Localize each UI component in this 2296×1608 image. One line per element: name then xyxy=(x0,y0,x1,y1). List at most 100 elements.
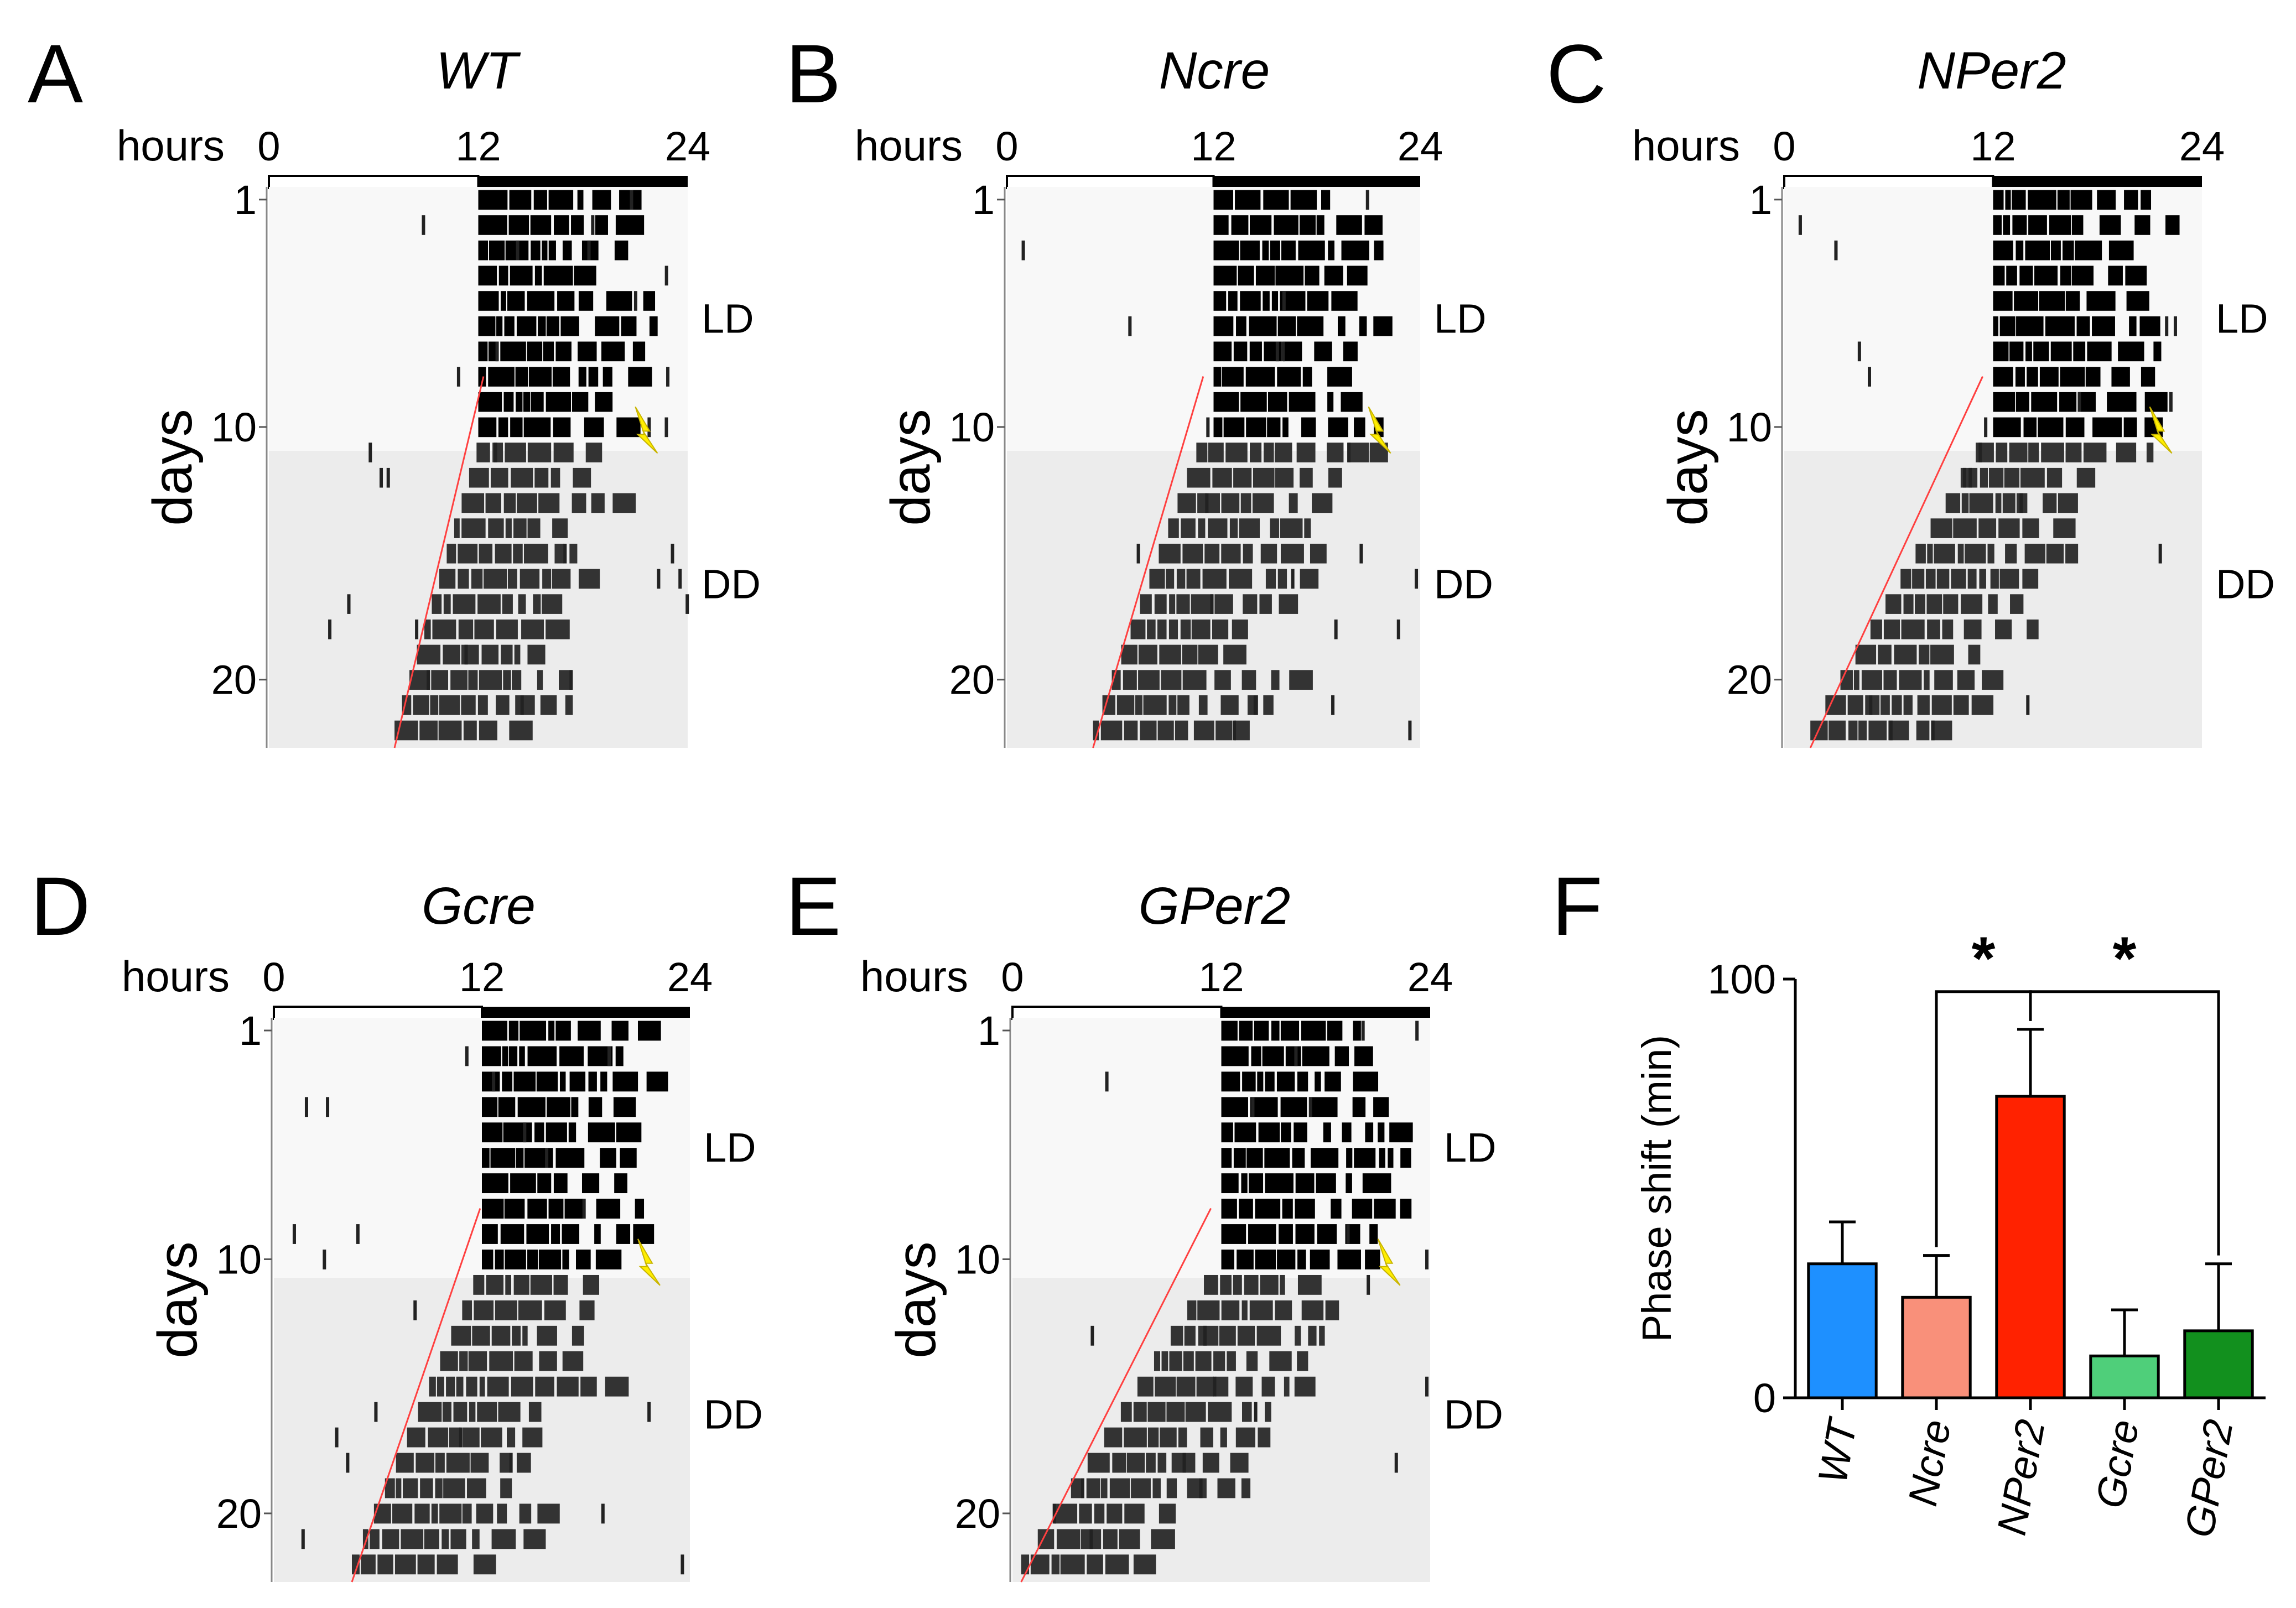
day-tick-label: 10 xyxy=(955,1236,1000,1282)
hour-tick-label: 12 xyxy=(1191,123,1236,169)
hours-axis-label: hours xyxy=(855,121,963,170)
bar-NPer2 xyxy=(1995,1095,2066,1399)
dark-phase-bar xyxy=(478,176,688,188)
day-tick-label: 10 xyxy=(1727,404,1772,450)
category-label-Gcre: Gcre xyxy=(2087,1416,2148,1511)
ld-label: LD xyxy=(704,1125,756,1170)
onset-fit-line xyxy=(1020,1208,1212,1583)
bar-Ncre xyxy=(1901,1295,1972,1399)
activity-raster xyxy=(1021,1021,1429,1575)
day-tick-label: 1 xyxy=(972,177,995,223)
ld-label: LD xyxy=(1444,1125,1497,1170)
bar-GPer2 xyxy=(2183,1329,2254,1399)
light-phase-bar xyxy=(273,1006,483,1020)
day-tick-label: 1 xyxy=(1749,177,1772,223)
category-label-Ncre: Ncre xyxy=(1899,1416,1960,1509)
day-tick-label: 20 xyxy=(211,657,257,703)
y-tick-label: 100 xyxy=(1708,956,1776,1002)
light-pulse-bolt-icon xyxy=(635,406,658,454)
dark-phase-bar xyxy=(1213,176,1420,188)
panel-label: E xyxy=(786,860,841,953)
light-pulse-bolt-icon xyxy=(1377,1238,1401,1286)
light-pulse-bolt-icon xyxy=(637,1238,661,1286)
days-axis-label: days xyxy=(880,409,942,525)
light-pulse-bolt-icon xyxy=(1368,406,1391,454)
hours-axis-label: hours xyxy=(860,952,968,1001)
hour-tick-label: 24 xyxy=(2179,123,2225,169)
days-axis-label: days xyxy=(147,1241,209,1358)
hour-tick-label: 0 xyxy=(1001,954,1024,1000)
days-axis-label: days xyxy=(885,1241,947,1358)
panel-title: Gcre xyxy=(422,877,536,935)
dd-label: DD xyxy=(1434,561,1493,607)
panel-title: WT xyxy=(436,41,521,100)
dd-label: DD xyxy=(702,561,761,607)
onset-fit-line xyxy=(393,376,485,748)
actogram-panel-B: B Ncre hours 0 12 24 1 10 20 days LD DD xyxy=(786,27,1493,748)
significance-bracket xyxy=(2029,990,2220,1256)
panel-label: F xyxy=(1552,860,1603,953)
ld-label: LD xyxy=(2216,296,2268,342)
day-tick-label: 20 xyxy=(1727,657,1772,703)
hour-tick-label: 0 xyxy=(1773,123,1795,169)
phase-shift-bar-chart: F 0 100 Phase shift (min) WT Ncre NPer2 Gcre GPe… xyxy=(1552,860,2266,1541)
activity-raster xyxy=(1021,190,1419,741)
panel-label: C xyxy=(1546,27,1606,120)
day-tick-label: 20 xyxy=(955,1491,1000,1537)
panel-title: GPer2 xyxy=(1139,877,1291,935)
panel-title: NPer2 xyxy=(1917,41,2066,100)
hours-axis-label: hours xyxy=(122,952,230,1001)
dd-label: DD xyxy=(2216,561,2275,607)
ld-label: LD xyxy=(702,296,754,342)
hour-tick-label: 0 xyxy=(262,954,285,1000)
day-tick-label: 1 xyxy=(239,1008,262,1054)
significance-star: * xyxy=(2113,925,2137,993)
light-phase-bar xyxy=(1006,175,1215,189)
day-tick-label: 10 xyxy=(216,1236,262,1282)
actogram-panel-E: E GPer2 hours 0 12 24 1 10 20 days LD DD xyxy=(786,860,1503,1583)
day-tick-label: 20 xyxy=(216,1491,262,1537)
ld-label: LD xyxy=(1434,296,1487,342)
onset-fit-line xyxy=(1809,376,1983,748)
significance-star: * xyxy=(1972,925,1996,993)
onset-fit-line xyxy=(1092,376,1204,748)
dark-phase-bar xyxy=(1993,176,2202,188)
days-axis-label: days xyxy=(142,409,204,525)
hour-tick-label: 12 xyxy=(459,954,505,1000)
light-pulse-bolt-icon xyxy=(2149,406,2173,454)
panel-label: B xyxy=(786,27,841,120)
category-label-NPer2: NPer2 xyxy=(1988,1416,2054,1538)
hour-tick-label: 24 xyxy=(667,954,713,1000)
actogram-panel-D: D Gcre hours 0 12 24 1 10 20 days LD DD xyxy=(30,860,763,1583)
category-label-GPer2: GPer2 xyxy=(2176,1416,2242,1541)
hour-tick-label: 0 xyxy=(995,123,1018,169)
bar-Gcre xyxy=(2089,1354,2160,1399)
hours-axis-label: hours xyxy=(117,121,225,170)
actogram-panel-A: A WT hours 0 12 24 1 10 20 days LD DD xyxy=(28,27,761,748)
hour-tick-label: 24 xyxy=(1407,954,1453,1000)
actogram-panel-C: C NPer2 hours 0 12 24 1 10 20 days LD DD xyxy=(1546,27,2275,748)
y-tick-label: 0 xyxy=(1753,1375,1776,1421)
day-tick-label: 20 xyxy=(949,657,995,703)
hour-tick-label: 24 xyxy=(1398,123,1443,169)
light-phase-bar xyxy=(1783,175,1994,189)
day-tick-label: 1 xyxy=(978,1008,1000,1054)
hours-axis-label: hours xyxy=(1632,121,1740,170)
panel-title: Ncre xyxy=(1159,41,1270,100)
activity-raster xyxy=(1798,190,2180,741)
activity-raster xyxy=(328,190,689,741)
day-tick-label: 1 xyxy=(234,177,257,223)
category-label-WT: WT xyxy=(1809,1414,1866,1487)
hour-tick-label: 0 xyxy=(257,123,280,169)
light-phase-bar xyxy=(268,175,480,189)
panel-label: D xyxy=(30,860,90,953)
activity-raster xyxy=(292,1021,684,1575)
onset-fit-line xyxy=(351,1208,481,1583)
day-tick-label: 10 xyxy=(211,404,257,450)
hour-tick-label: 12 xyxy=(1970,123,2016,169)
y-axis-title: Phase shift (min) xyxy=(1634,1035,1680,1342)
dark-phase-bar xyxy=(482,1007,690,1019)
days-axis-label: days xyxy=(1657,409,1719,525)
dd-label: DD xyxy=(704,1392,763,1438)
light-phase-bar xyxy=(1011,1006,1223,1020)
